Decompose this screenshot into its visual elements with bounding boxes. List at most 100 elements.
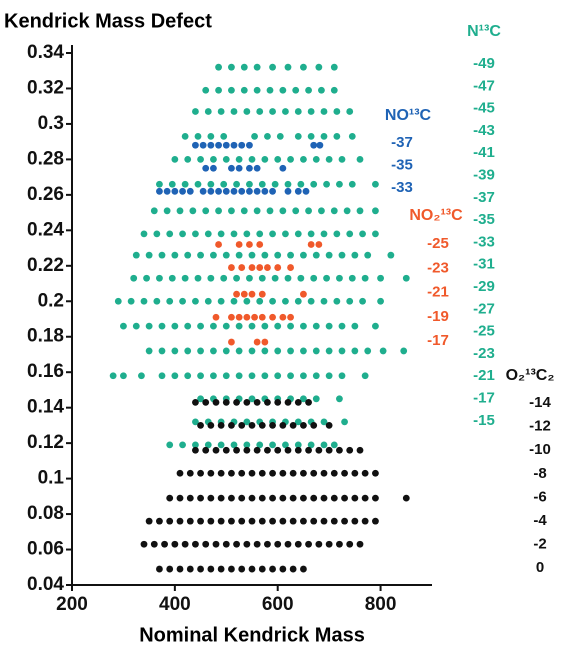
data-point — [248, 264, 256, 271]
data-point — [210, 251, 217, 259]
data-point — [271, 180, 279, 188]
row-label: -12 — [529, 418, 551, 435]
data-point — [210, 347, 217, 355]
data-point — [179, 230, 186, 238]
data-point — [145, 251, 153, 259]
data-point — [310, 141, 318, 149]
data-point — [145, 517, 153, 525]
data-point — [269, 517, 276, 525]
data-point — [156, 180, 163, 188]
data-point — [305, 398, 312, 406]
data-point — [310, 517, 318, 525]
data-point — [346, 230, 354, 238]
data-point — [171, 251, 179, 259]
data-point — [361, 494, 369, 502]
row-label: -35 — [473, 211, 495, 228]
data-point — [258, 469, 266, 477]
data-point — [264, 264, 271, 271]
data-point — [217, 297, 225, 305]
data-point — [222, 446, 230, 454]
data-point — [228, 517, 235, 525]
data-point — [176, 494, 184, 502]
y-tick-label: 0.04 — [27, 574, 64, 595]
data-point — [336, 180, 343, 188]
data-point — [207, 517, 215, 525]
data-point — [351, 251, 359, 259]
data-point — [120, 322, 127, 330]
data-point — [132, 251, 140, 259]
data-point — [258, 565, 266, 573]
data-point — [207, 187, 215, 195]
data-point — [269, 494, 276, 502]
data-point — [379, 347, 387, 355]
data-point — [256, 441, 264, 449]
data-point — [192, 441, 199, 449]
data-point — [166, 441, 174, 449]
data-point — [274, 156, 282, 163]
data-point — [256, 241, 264, 248]
row-label: -41 — [473, 144, 495, 161]
data-point — [189, 207, 197, 215]
data-point — [186, 469, 194, 477]
data-point — [294, 441, 302, 449]
data-point — [264, 398, 271, 406]
data-point — [153, 297, 161, 305]
data-point — [212, 446, 220, 454]
data-point — [192, 230, 199, 238]
data-point — [372, 207, 379, 215]
data-point — [300, 347, 307, 355]
data-point — [287, 372, 294, 380]
data-point — [132, 322, 140, 330]
data-point — [217, 469, 225, 477]
data-point — [341, 418, 348, 426]
data-point — [212, 398, 220, 406]
data-point — [300, 63, 307, 71]
data-point — [207, 180, 215, 188]
data-point — [269, 108, 276, 115]
row-label: -25 — [473, 323, 495, 340]
chart-title: Kendrick Mass Defect — [4, 10, 212, 32]
data-point — [336, 274, 343, 282]
data-point — [402, 494, 410, 502]
data-point — [222, 141, 230, 149]
data-point — [348, 132, 356, 140]
group-label: NO¹³C — [385, 107, 432, 124]
data-point — [261, 187, 269, 195]
data-point — [230, 297, 238, 305]
data-point — [246, 241, 253, 248]
data-point — [240, 63, 248, 71]
data-point — [361, 372, 369, 380]
data-point — [294, 297, 302, 305]
data-point — [294, 230, 302, 238]
data-point — [235, 156, 243, 163]
data-point — [312, 372, 320, 380]
data-point — [284, 274, 292, 282]
data-point — [194, 132, 202, 140]
data-point — [289, 494, 297, 502]
y-tick-label: 0.16 — [27, 361, 64, 382]
y-tick-label: 0.32 — [27, 77, 64, 98]
data-point — [307, 108, 315, 115]
data-point — [356, 207, 364, 215]
data-point — [284, 180, 292, 188]
data-point — [338, 251, 346, 259]
data-point — [171, 372, 179, 380]
data-point — [171, 156, 179, 163]
data-point — [248, 422, 256, 429]
group-label: O₂¹³C₂ — [506, 367, 555, 384]
data-point — [279, 517, 287, 525]
data-point — [202, 164, 210, 172]
data-point — [312, 322, 320, 330]
data-point — [210, 156, 217, 163]
data-point — [279, 469, 287, 477]
data-point — [387, 251, 395, 259]
data-point — [140, 297, 148, 305]
data-point — [253, 86, 261, 94]
data-point — [215, 86, 222, 94]
data-point — [222, 398, 230, 406]
data-point — [356, 156, 364, 163]
data-point — [325, 540, 333, 548]
data-point — [222, 156, 230, 163]
data-point — [330, 494, 338, 502]
data-point — [192, 540, 199, 548]
